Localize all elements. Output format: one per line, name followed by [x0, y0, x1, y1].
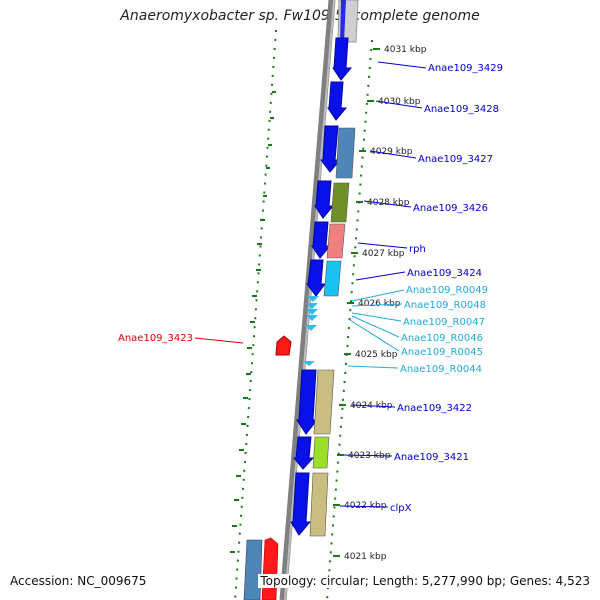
gene-callouts: Anae109_3429 Anae109_3428 Anae109_3427 Anae…: [118, 61, 503, 514]
trna-mark-r0047: [306, 309, 318, 315]
gene-callout-line: [377, 61, 427, 69]
ruler-tick-label: 4021 kbp: [344, 552, 387, 562]
trna-mark-r0048: [306, 303, 318, 309]
gene-callout-line: [339, 505, 389, 508]
gene-label[interactable]: Anae109_R0047: [403, 317, 485, 328]
highlight-gene-3423: [275, 335, 292, 356]
ruler-tick-label: 4022 kbp: [344, 501, 387, 511]
cds-arrow-3422: [296, 369, 319, 435]
gene-label[interactable]: rph: [409, 244, 426, 255]
gene-label[interactable]: Anae109_3428: [424, 104, 499, 115]
ortholog-box-cyan: [323, 260, 342, 297]
gene-label[interactable]: Anae109_3427: [418, 154, 493, 165]
gray-gene-top: [337, 0, 359, 43]
gene-label[interactable]: Anae109_3429: [428, 63, 503, 74]
ruler-tick-label: 4029 kbp: [370, 147, 413, 157]
trna-mark-r0046: [306, 315, 318, 321]
gene-callout-line: [351, 303, 403, 307]
ortholog-box-olive: [330, 182, 350, 223]
gene-callout-line: [349, 319, 400, 352]
gene-callout-line: [351, 315, 400, 338]
gene-label[interactable]: Anae109_3423: [118, 333, 193, 344]
inner-dash-marks: [230, 91, 276, 553]
map-title: Anaeromyxobacter sp. Fw109-5, complete g…: [120, 8, 480, 24]
gene-callout-line: [194, 337, 244, 344]
gene-label[interactable]: Anae109_R0049: [406, 285, 488, 296]
ruler-tick-label: 4028 kbp: [367, 198, 410, 208]
cds-arrow-3428: [327, 81, 348, 121]
gene-label[interactable]: Anae109_3426: [413, 203, 488, 214]
outer-dotted-track: [326, 39, 373, 600]
gene-label[interactable]: Anae109_R0045: [401, 347, 483, 358]
cds-arrow-clpx: [290, 472, 312, 536]
topology-label: Topology: circular; Length: 5,277,990 bp…: [258, 574, 592, 588]
ortholog-box-khaki-2: [309, 472, 329, 537]
gene-label[interactable]: Anae109_R0048: [404, 300, 486, 311]
gene-label[interactable]: Anae109_3421: [394, 452, 469, 463]
gene-label[interactable]: Anae109_R0044: [400, 364, 482, 375]
ruler-tick-label: 4027 kbp: [362, 249, 405, 259]
ortholog-track: [309, 127, 356, 537]
ruler-tick-label: 4030 kbp: [378, 97, 421, 107]
genome-backbone: [279, 0, 336, 600]
trna-track: [303, 296, 319, 366]
ortholog-box-steelblue: [335, 127, 356, 179]
trna-mark-r0049: [307, 296, 319, 302]
inner-dotted-track: [234, 29, 277, 600]
cds-arrow-3427: [320, 125, 342, 173]
cds-arrow-rph: [311, 221, 332, 259]
trna-mark-r0045: [305, 325, 317, 331]
gene-callout-line: [363, 200, 412, 208]
gene-callout-line: [357, 242, 408, 249]
gene-callout-line: [351, 312, 402, 322]
gene-callout-line: [351, 404, 396, 408]
cds-arrow-3429: [332, 37, 353, 81]
ruler-tick-label: 4031 kbp: [384, 45, 427, 55]
cds-arrow-3424: [306, 259, 326, 297]
gene-label[interactable]: Anae109_3424: [407, 268, 482, 279]
gene-callout-line: [351, 289, 405, 302]
cds-track: [290, 37, 353, 536]
gene-label[interactable]: Anae109_3422: [397, 403, 472, 414]
gene-callout-line: [343, 454, 393, 457]
gene-callout-line: [375, 100, 423, 109]
cds-arrow-3426: [314, 180, 335, 219]
ruler-tick-label: 4025 kbp: [355, 350, 398, 360]
bottom-features: [243, 537, 279, 600]
gene-label[interactable]: clpX: [390, 503, 412, 514]
cds-arrow-3421: [292, 436, 315, 470]
gene-callout-line: [355, 271, 406, 281]
gene-callout-line: [369, 150, 417, 159]
ortholog-box-salmon: [326, 223, 346, 259]
gene-label[interactable]: Anae109_R0046: [401, 333, 483, 344]
trna-mark-r0044: [303, 361, 315, 366]
ruler-tick-label: 4026 kbp: [358, 299, 401, 309]
ortholog-box-khaki-1: [313, 369, 335, 435]
accession-label: Accession: NC_009675: [8, 574, 149, 588]
gene-callout-line: [347, 365, 399, 369]
ortholog-box-lime: [312, 436, 330, 469]
